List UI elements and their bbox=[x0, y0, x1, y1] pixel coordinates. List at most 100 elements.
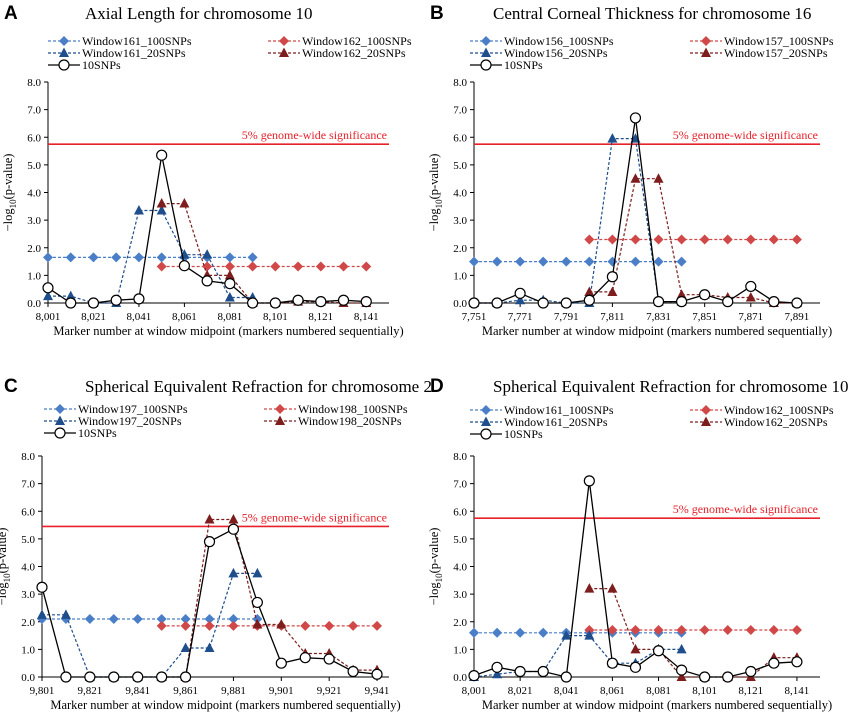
legend-item: Window161_20SNPs bbox=[48, 46, 186, 60]
data-point bbox=[156, 620, 167, 631]
legend-label: Window157_100SNPs bbox=[724, 34, 834, 48]
x-tick-label: 9,901 bbox=[269, 685, 294, 697]
x-tick-label: 8,001 bbox=[462, 685, 487, 697]
panel-letter: A bbox=[4, 3, 18, 24]
y-label-subscript: 10 bbox=[8, 199, 18, 209]
legend-marker bbox=[480, 428, 492, 440]
legend-label: Window156_20SNPs bbox=[504, 46, 608, 60]
data-point bbox=[492, 256, 503, 267]
data-point bbox=[630, 234, 641, 245]
panel-a: A Axial Length for chromosome 10 Window161… bbox=[1, 3, 412, 338]
legend-item: Window157_20SNPs bbox=[690, 46, 828, 60]
y-tick-label: 4.0 bbox=[453, 562, 467, 574]
data-point bbox=[722, 625, 733, 636]
legend-label: Window197_20SNPs bbox=[78, 414, 182, 428]
y-tick-label: 0.0 bbox=[453, 672, 467, 684]
data-point bbox=[133, 204, 144, 215]
data-point bbox=[491, 661, 503, 673]
data-point bbox=[252, 567, 263, 578]
legend-label: Window161_20SNPs bbox=[82, 46, 186, 60]
data-point bbox=[745, 625, 756, 636]
data-point bbox=[337, 294, 350, 306]
y-tick-label: 5.0 bbox=[453, 534, 467, 546]
legend-label: 10SNPs bbox=[504, 427, 543, 441]
data-point bbox=[252, 619, 263, 629]
data-point bbox=[315, 296, 327, 308]
data-point bbox=[269, 297, 281, 309]
series-line bbox=[474, 117, 797, 304]
y-tick-label: 7.0 bbox=[453, 105, 467, 117]
data-point bbox=[323, 653, 335, 665]
data-point bbox=[324, 620, 335, 631]
series-line bbox=[473, 634, 682, 678]
significance-label: 5% genome-wide significance bbox=[242, 128, 387, 142]
data-point bbox=[84, 671, 96, 683]
data-point bbox=[675, 296, 688, 308]
x-tick-label: 7,811 bbox=[600, 311, 624, 323]
data-point bbox=[653, 256, 664, 267]
series-window156-100snps bbox=[469, 256, 687, 267]
x-tick-label: 7,751 bbox=[462, 311, 487, 323]
x-tick-label: 9,821 bbox=[77, 685, 102, 697]
y-tick-label: 8.0 bbox=[27, 77, 41, 89]
legend-item: 10SNPs bbox=[48, 58, 121, 72]
data-point bbox=[156, 671, 168, 683]
legend-marker bbox=[55, 415, 65, 425]
legend-marker bbox=[701, 36, 711, 46]
y-tick-label: 1.0 bbox=[453, 270, 467, 282]
significance-label: 5% genome-wide significance bbox=[673, 502, 818, 516]
data-point bbox=[607, 625, 618, 636]
data-point bbox=[88, 252, 99, 263]
data-point bbox=[629, 112, 642, 124]
data-point bbox=[492, 668, 503, 679]
y-tick-label: 4.0 bbox=[27, 188, 41, 200]
data-point bbox=[492, 627, 503, 638]
legend-marker bbox=[275, 415, 285, 425]
data-point bbox=[676, 671, 687, 681]
data-point bbox=[276, 619, 287, 629]
series-10snps bbox=[42, 149, 372, 309]
data-point bbox=[745, 280, 757, 293]
x-tick-label: 7,831 bbox=[646, 311, 671, 323]
x-tick-label: 9,861 bbox=[173, 685, 198, 697]
legend-marker bbox=[481, 405, 491, 415]
data-point bbox=[699, 289, 711, 301]
x-tick-label: 8,041 bbox=[554, 685, 579, 697]
data-point bbox=[675, 664, 688, 676]
data-point bbox=[791, 625, 802, 636]
legend-item: Window162_20SNPs bbox=[268, 46, 406, 60]
x-tick-label: 9,841 bbox=[125, 685, 150, 697]
data-point bbox=[292, 294, 304, 306]
legend-item: Window157_100SNPs bbox=[690, 34, 834, 48]
series-window162-20snps bbox=[156, 198, 372, 307]
data-point bbox=[699, 234, 710, 245]
data-point bbox=[653, 173, 664, 183]
data-point bbox=[468, 297, 480, 309]
data-point bbox=[202, 249, 213, 259]
data-point bbox=[676, 256, 687, 267]
y-tick-label: 0.0 bbox=[21, 672, 35, 684]
legend-marker bbox=[701, 416, 711, 426]
data-point bbox=[630, 256, 641, 267]
data-point bbox=[247, 252, 258, 263]
y-label-suffix: (p-value) bbox=[427, 154, 441, 200]
series-window197-20snps bbox=[37, 567, 263, 681]
x-axis-label: Marker number at window midpoint (marker… bbox=[50, 698, 400, 712]
y-label-suffix: (p-value) bbox=[0, 528, 9, 574]
y-tick-label: 2.0 bbox=[21, 617, 35, 629]
data-point bbox=[537, 665, 549, 678]
y-label-prefix: −log bbox=[1, 208, 15, 232]
data-point bbox=[299, 652, 311, 664]
y-label-subscript: 10 bbox=[434, 573, 444, 583]
x-axis-label: Marker number at window midpoint (marker… bbox=[53, 324, 403, 338]
data-point bbox=[224, 278, 236, 290]
data-point bbox=[514, 665, 526, 678]
data-point bbox=[204, 642, 215, 652]
data-point bbox=[584, 625, 595, 636]
data-point bbox=[469, 256, 479, 267]
y-tick-label: 2.0 bbox=[453, 243, 467, 255]
x-tick-label: 7,851 bbox=[692, 311, 717, 323]
data-point bbox=[699, 625, 710, 636]
legend-item: Window197_100SNPs bbox=[44, 402, 188, 416]
legend-label: Window198_20SNPs bbox=[298, 414, 402, 428]
